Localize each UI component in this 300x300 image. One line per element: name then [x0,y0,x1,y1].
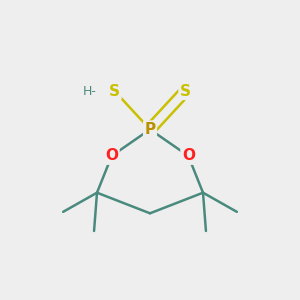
Text: S: S [109,84,120,99]
Text: S: S [180,84,191,99]
Text: O: O [105,148,118,164]
Text: P: P [144,122,156,137]
Text: H-: H- [83,85,97,98]
Text: O: O [182,148,195,164]
